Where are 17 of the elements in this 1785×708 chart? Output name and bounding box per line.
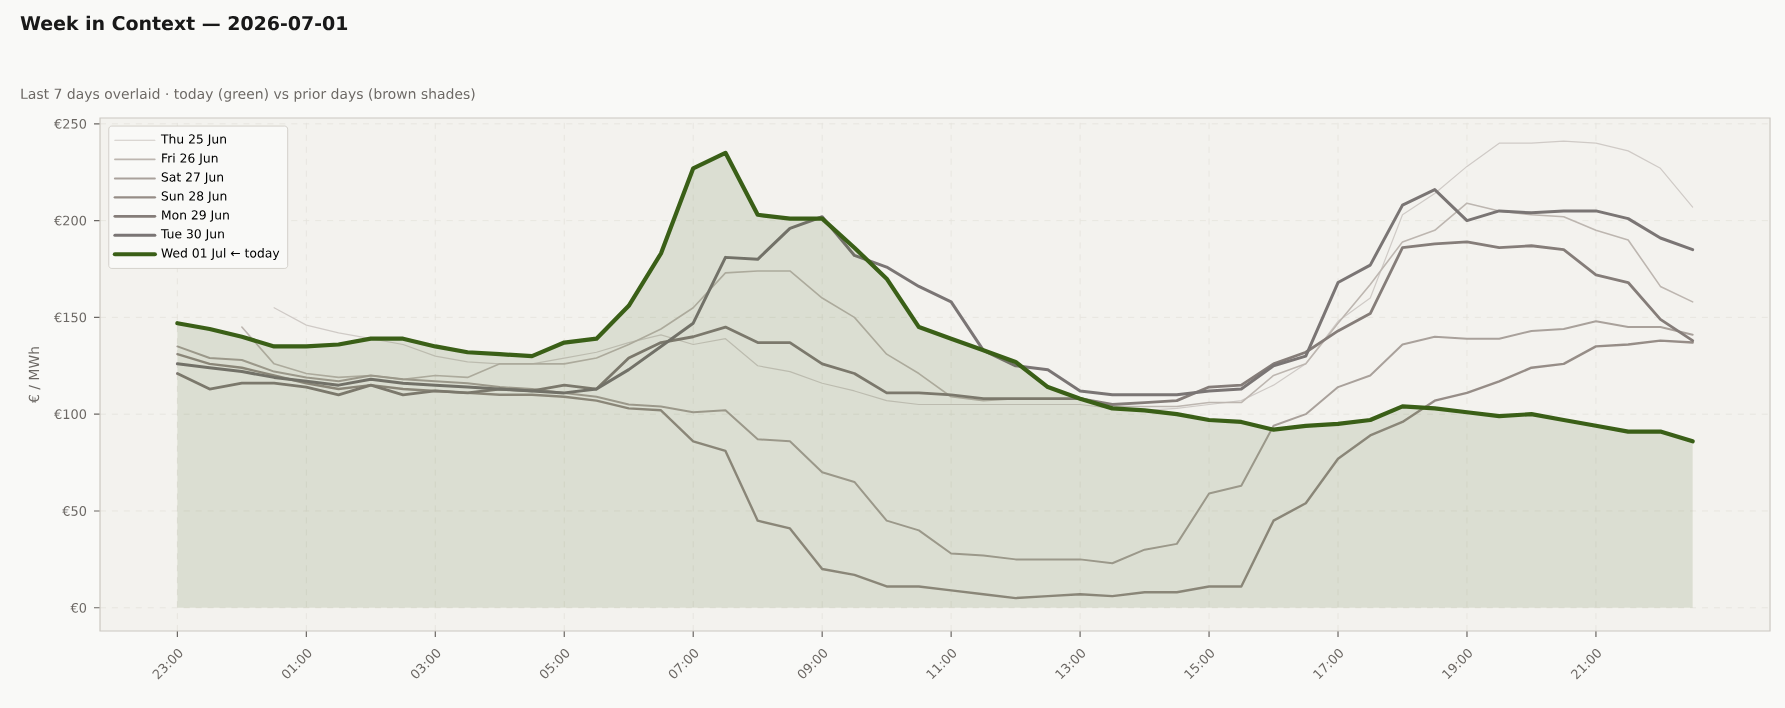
legend-label: Mon 29 Jun [162, 210, 229, 222]
y-tick-label: €200 [54, 215, 87, 226]
legend-label: Sat 27 Jun [161, 172, 224, 184]
legend-label: Wed 01 Jul ← today [161, 248, 280, 261]
legend-label: Tue 30 Jun [160, 229, 224, 241]
legend-label: Fri 26 Jun [162, 153, 218, 166]
legend-label: Thu 25 Jun [160, 134, 226, 146]
chart-title: Week in Context — 2026-07-01 [20, 15, 348, 31]
y-tick-label: €0 [70, 602, 87, 613]
y-axis-title: € / MWh [28, 347, 41, 404]
legend-label: Sun 28 Jun [161, 191, 227, 203]
y-tick-label: €100 [54, 409, 87, 420]
chart-subtitle: Last 7 days overlaid · today (green) vs prior days (brown shades) [21, 88, 475, 102]
y-tick-label: €150 [54, 312, 87, 323]
line-series [176, 339, 1694, 600]
y-tick-label: €250 [54, 118, 87, 129]
y-tick-label: €50 [62, 506, 87, 516]
